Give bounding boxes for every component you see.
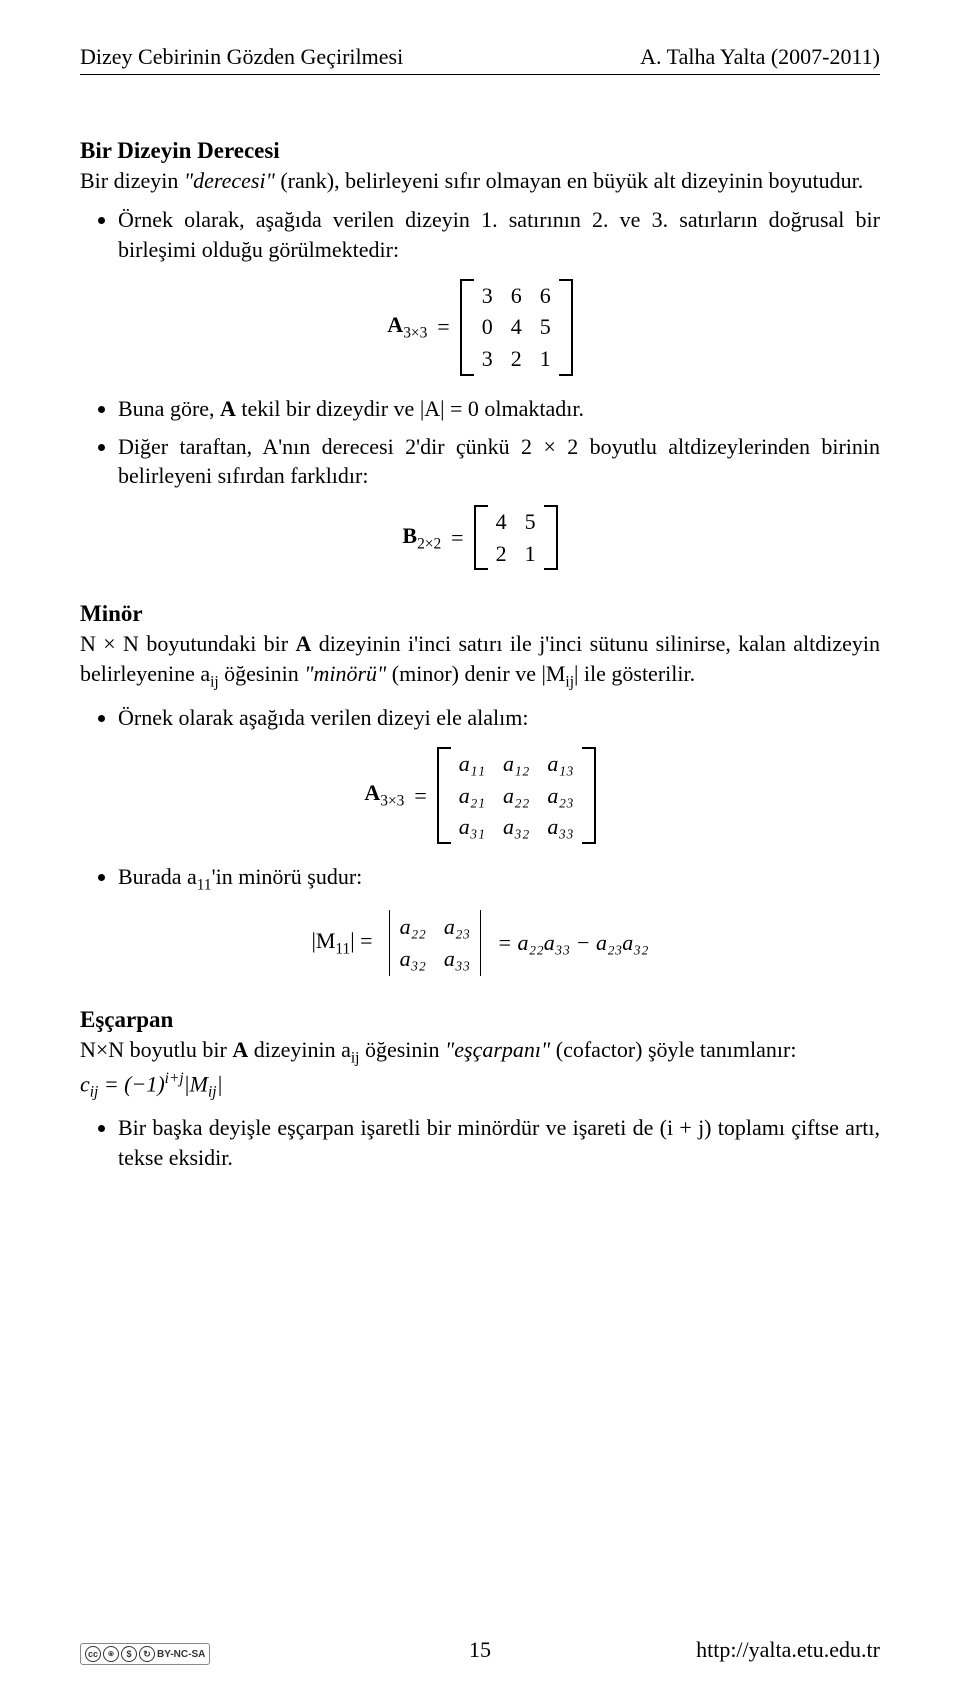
rank-b1: Örnek olarak, aşağıda verilen dizeyin 1.…	[118, 205, 880, 264]
matrix-Aa-cells: a₁₁ a₁₂ a₁₃ a₂₁ a₂₂ a₂₃ a₃₁ a₃₂ a₃₃	[451, 747, 582, 844]
rank-bullets-2: Buna göre, A tekil bir dizeydir ve |A| =…	[80, 394, 880, 491]
A-21: 2	[511, 344, 522, 374]
matrix-Aa: A3×3 = a₁₁ a₁₂ a₁₃ a₂₁ a₂₂ a₂₃ a₃₁ a₃₂ a…	[80, 747, 880, 844]
rank-intro-1: Bir dizeyin	[80, 168, 184, 193]
rank-b2: Buna göre, A tekil bir dizeydir ve |A| =…	[118, 394, 880, 424]
M-11: a₃₃	[444, 944, 470, 974]
cofactor-bullets: Bir başka deyişle eşçarpan işaretli bir …	[80, 1113, 880, 1172]
B-01: 5	[525, 507, 536, 537]
cc-icon: cc	[85, 1646, 101, 1662]
cofactor-b1: Bir başka deyişle eşçarpan işaretli bir …	[118, 1113, 880, 1172]
Aa-22: a₃₃	[547, 812, 573, 842]
A-01: 6	[511, 281, 522, 311]
sa-icon: ↻	[139, 1646, 155, 1662]
B-11: 1	[525, 539, 536, 569]
A-10: 0	[482, 312, 493, 342]
matrix-B-bracket: 4 5 2 1	[474, 505, 558, 570]
Aa-11: a₂₂	[503, 781, 529, 811]
page-number: 15	[469, 1635, 491, 1665]
matrix-A: A3×3 = 3 6 6 0 4 5 3 2 1	[80, 279, 880, 376]
cofactor-formula: cij = (−1)i+j|Mij|	[80, 1069, 880, 1104]
Aa-10: a₂₁	[459, 781, 485, 811]
Aa-20: a₃₁	[459, 812, 485, 842]
Aa-21: a₃₂	[503, 812, 529, 842]
M-10: a₃₂	[400, 944, 426, 974]
A-02: 6	[540, 281, 551, 311]
A-12: 5	[540, 312, 551, 342]
eq-sign: =	[437, 312, 449, 342]
M-01: a₂₃	[444, 912, 470, 942]
minor-bullets-1: Örnek olarak aşağıda verilen dizeyi ele …	[80, 703, 880, 733]
minor-M11: |M11| = a₂₂ a₂₃ a₃₂ a₃₃ = a₂₂a₃₃ − a₂₃a₃…	[80, 910, 880, 975]
header-right: A. Talha Yalta (2007-2011)	[640, 42, 880, 72]
M-00: a₂₂	[400, 912, 426, 942]
Aa-12: a₂₃	[547, 781, 573, 811]
minor-b2: Burada a11'in minörü şudur:	[118, 862, 880, 896]
B-00: 4	[496, 507, 507, 537]
A-20: 3	[482, 344, 493, 374]
minor-intro: N × N boyutundaki bir A dizeyinin i'inci…	[80, 629, 880, 693]
minor-bullets-2: Burada a11'in minörü şudur:	[80, 862, 880, 896]
rank-intro-2: (rank), belirleyeni sıfır olmayan en büy…	[275, 168, 863, 193]
Aa-01: a₁₂	[503, 749, 529, 779]
by-icon: ⍟	[103, 1646, 119, 1662]
page-header: Dizey Cebirinin Gözden Geçirilmesi A. Ta…	[80, 42, 880, 75]
cofactor-title: Eşçarpan	[80, 1004, 880, 1035]
rank-intro: Bir dizeyin "derecesi" (rank), belirleye…	[80, 166, 880, 196]
B-10: 2	[496, 539, 507, 569]
A-00: 3	[482, 281, 493, 311]
Aa-00: a₁₁	[459, 749, 485, 779]
cofactor-intro: N×N boyutlu bir A dizeyinin aij öğesinin…	[80, 1035, 880, 1069]
rank-title: Bir Dizeyin Derecesi	[80, 135, 880, 166]
page: Dizey Cebirinin Gözden Geçirilmesi A. Ta…	[0, 0, 960, 1689]
matrix-A-bracket: 3 6 6 0 4 5 3 2 1	[460, 279, 573, 376]
rank-bullets: Örnek olarak, aşağıda verilen dizeyin 1.…	[80, 205, 880, 264]
A-22: 1	[540, 344, 551, 374]
Aa-02: a₁₃	[547, 749, 573, 779]
M11-label: |M11| =	[311, 926, 372, 960]
header-left: Dizey Cebirinin Gözden Geçirilmesi	[80, 42, 403, 72]
rank-intro-em: "derecesi"	[184, 168, 275, 193]
M11-det: a₂₂ a₂₃ a₃₂ a₃₃	[383, 910, 488, 975]
nc-icon: $	[121, 1646, 137, 1662]
minor-b1: Örnek olarak aşağıda verilen dizeyi ele …	[118, 703, 880, 733]
matrix-Aa-bracket: a₁₁ a₁₂ a₁₃ a₂₁ a₂₂ a₂₃ a₃₁ a₃₂ a₃₃	[437, 747, 596, 844]
Aa-label: A3×3	[364, 778, 404, 812]
matrix-B-cells: 4 5 2 1	[488, 505, 544, 570]
eq-sign-b: =	[451, 523, 463, 553]
A-11: 4	[511, 312, 522, 342]
cc-text: BY-NC-SA	[157, 1649, 205, 1660]
matrix-A-cells: 3 6 6 0 4 5 3 2 1	[474, 279, 559, 376]
minor-title: Minör	[80, 598, 880, 629]
M11-result: = a₂₂a₃₃ − a₂₃a₃₂	[497, 928, 648, 958]
A-label: A3×3	[387, 310, 427, 344]
B-label: B2×2	[402, 521, 441, 555]
matrix-B: B2×2 = 4 5 2 1	[80, 505, 880, 570]
rank-b3: Diğer taraftan, A'nın derecesi 2'dir çün…	[118, 432, 880, 491]
footer-url: http://yalta.etu.edu.tr	[696, 1635, 880, 1665]
eq-sign-aa: =	[414, 781, 426, 811]
cc-badge: cc ⍟ $ ↻ BY-NC-SA	[80, 1643, 210, 1665]
